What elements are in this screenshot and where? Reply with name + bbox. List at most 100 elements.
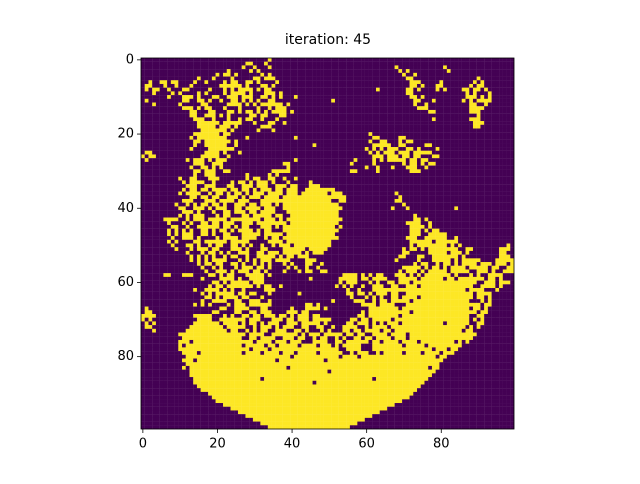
cell [256,61,261,66]
cell [159,158,164,163]
cell [182,158,186,163]
cell [170,80,175,85]
cell [290,150,295,155]
cell [361,161,365,166]
cell [387,135,392,140]
cell [155,206,160,211]
cell [144,58,149,62]
cell [510,139,515,144]
cell [327,217,332,222]
cell [316,202,321,207]
cell [495,69,500,73]
cell [484,147,489,151]
cell [357,87,362,92]
cell [338,232,343,237]
cell [182,124,186,129]
cell [387,83,392,88]
cell [264,184,268,188]
cell [159,173,164,177]
cell [200,117,205,122]
cell [226,132,231,137]
cell [349,69,354,73]
cell [301,95,306,99]
cell [178,76,183,81]
cell [491,165,496,170]
cell [305,202,309,207]
cell [286,102,291,107]
cell [446,213,451,218]
cell [357,191,362,196]
cell [439,213,444,218]
cell [469,65,474,70]
cell [193,198,198,203]
cell [178,121,183,125]
cell [275,236,280,240]
cell [308,132,313,137]
cell [499,113,503,118]
cell [394,65,399,70]
cell [305,210,309,214]
cell [383,72,388,77]
cell [349,173,354,177]
cell [417,154,421,159]
cell [223,139,227,144]
cell [279,169,283,174]
cell [196,198,201,203]
cell [219,169,224,174]
cell [267,135,272,140]
cell [390,224,395,229]
cell [234,239,239,244]
cell [174,113,179,118]
cell [364,98,369,103]
cell [320,128,324,133]
cell [499,191,503,196]
cell [163,158,168,163]
cell [424,76,429,81]
cell [417,202,421,207]
cell [282,239,287,244]
cell [476,91,481,96]
cell [323,95,328,99]
cell [413,106,418,111]
cell [200,113,205,118]
cell [301,184,306,188]
cell [297,180,302,185]
cell [487,213,492,218]
cell [163,83,168,88]
cell [260,239,265,244]
cell [409,83,414,88]
cell [361,83,365,88]
cell [241,113,246,118]
cell [316,187,321,192]
cell [148,165,153,170]
cell [502,124,507,129]
cell [484,91,489,96]
cell [469,161,474,166]
cell [480,165,485,170]
cell [167,169,171,174]
cell [208,72,213,77]
cell [469,83,474,88]
cell [476,180,481,185]
cell [476,210,481,214]
cell [290,69,295,73]
cell [320,191,324,196]
cell [241,109,246,114]
cell [320,150,324,155]
cell [510,150,515,155]
cell [446,76,451,81]
cell [196,228,201,233]
cell [379,128,384,133]
cell [211,132,216,137]
cell [450,169,455,174]
cell [189,236,194,240]
cell [305,176,309,181]
cell [252,91,257,96]
cell [208,213,213,218]
cell [487,65,492,70]
cell [174,117,179,122]
cell [480,91,485,96]
cell [215,202,220,207]
cell [152,187,157,192]
cell [178,165,183,170]
